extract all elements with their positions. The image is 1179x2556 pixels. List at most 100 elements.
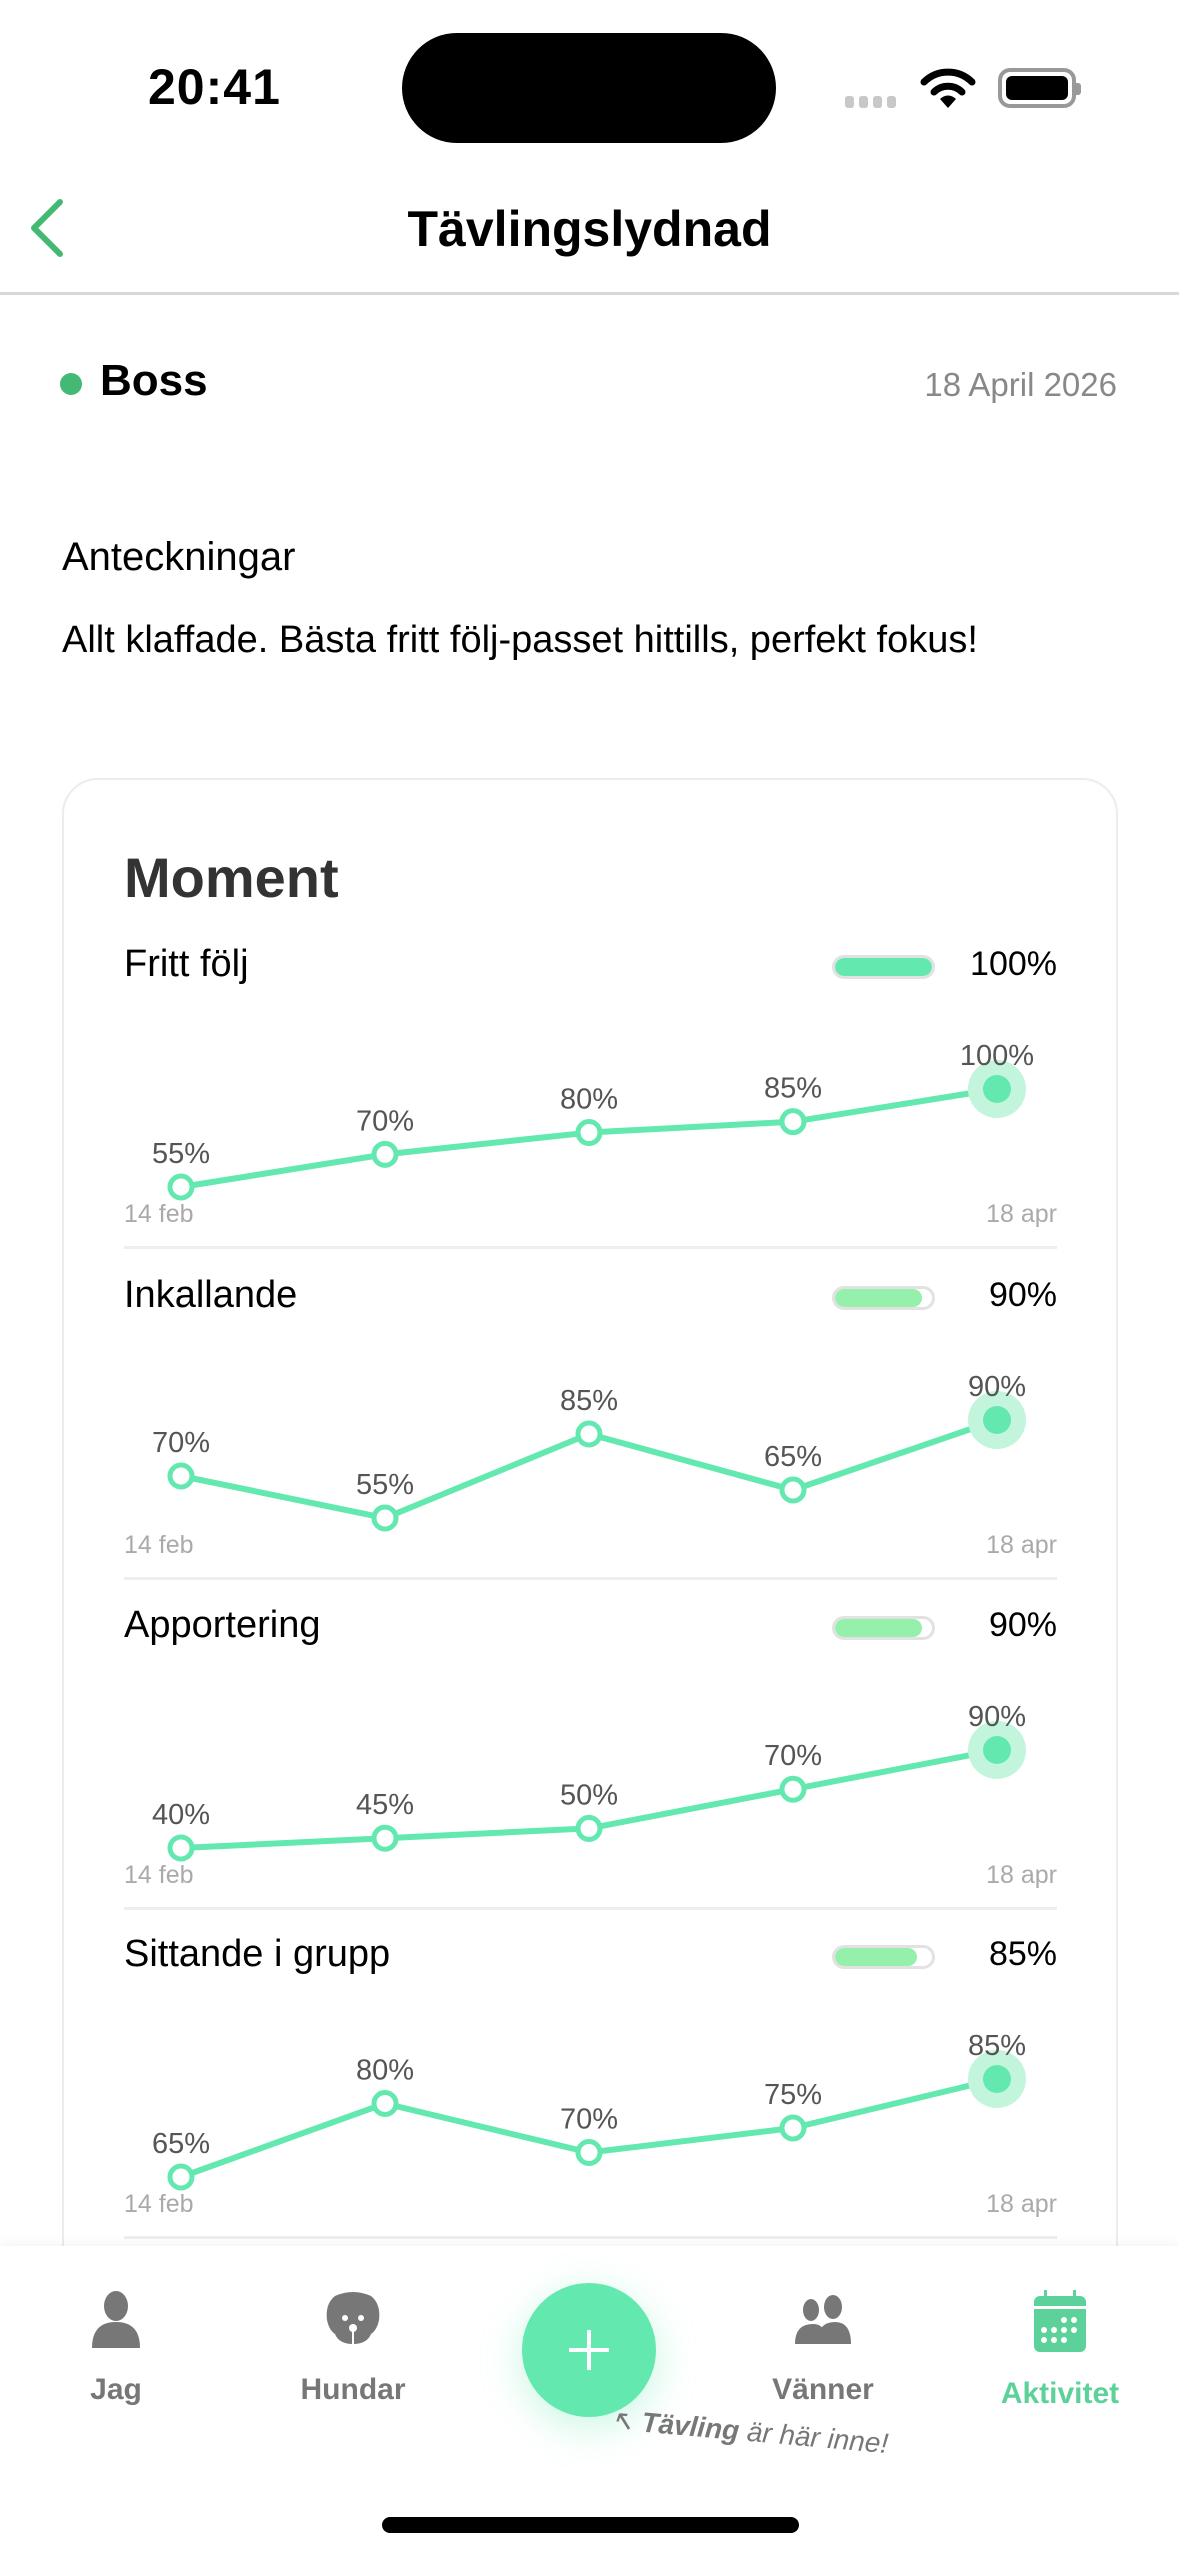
moment-label: Inkallande [124, 1274, 298, 1316]
data-point [575, 2139, 603, 2166]
progress-bar [832, 1616, 935, 1640]
data-label: 80% [356, 2055, 414, 2087]
data-label: 80% [560, 1084, 618, 1116]
cellular-signal-icon [845, 96, 896, 108]
x-end-label: 18 apr [986, 1531, 1057, 1559]
x-start-label: 14 feb [124, 1531, 194, 1559]
moment-percent: 100% [970, 945, 1057, 983]
data-label: 85% [764, 1073, 822, 1105]
notes-text: Allt klaffade. Bästa fritt följ-passet h… [62, 619, 978, 661]
progress-fill [835, 1619, 923, 1637]
data-point [983, 1406, 1011, 1434]
section-divider [124, 1577, 1057, 1580]
moment-label: Apportering [124, 1604, 321, 1646]
dynamic-island [402, 33, 776, 143]
dog-color-dot [60, 373, 82, 395]
dog-icon [326, 2292, 380, 2344]
progress-fill [835, 1948, 918, 1966]
data-label: 70% [764, 1740, 822, 1772]
data-point [167, 1173, 195, 1201]
moment-chart: 40% 45% 50% 70% 90% 14 feb 18 apr [124, 1701, 1057, 1889]
status-time: 20:41 [148, 59, 281, 115]
wifi-icon [920, 68, 976, 108]
page-title: Tävlingslydnad [407, 201, 772, 257]
data-point [167, 2163, 195, 2191]
progress-bar [832, 1286, 935, 1310]
arrow-icon: ↖ [609, 2403, 636, 2437]
section-divider [124, 1907, 1057, 1910]
x-end-label: 18 apr [986, 1861, 1057, 1889]
data-label: 50% [560, 1779, 618, 1811]
data-label: 65% [764, 1441, 822, 1473]
data-label: 85% [968, 2030, 1026, 2062]
data-label: 90% [968, 1371, 1026, 1403]
data-point [371, 1504, 399, 1532]
x-end-label: 18 apr [986, 1200, 1057, 1228]
x-start-label: 14 feb [124, 1861, 194, 1889]
notes-heading: Anteckningar [62, 535, 296, 579]
nav-divider [0, 292, 1179, 295]
x-start-label: 14 feb [124, 1200, 194, 1228]
data-label: 45% [356, 1789, 414, 1821]
data-point [575, 1420, 603, 1448]
moment-chart: 55% 70% 80% 85% 100% 14 feb 18 apr [124, 1040, 1057, 1228]
data-point [371, 2090, 399, 2117]
dog-name: Boss [100, 356, 208, 405]
moment-chart: 70% 55% 85% 65% 90% 14 feb 18 apr [124, 1371, 1057, 1559]
data-point [779, 1108, 807, 1136]
data-point [779, 1775, 807, 1803]
data-point [779, 2114, 807, 2142]
data-point [983, 1075, 1011, 1103]
moment-percent: 85% [988, 1935, 1057, 1973]
data-point [983, 1736, 1011, 1764]
tab-hundar[interactable]: Hundar [253, 2290, 453, 2407]
data-label: 90% [968, 1701, 1026, 1733]
add-button[interactable] [522, 2283, 656, 2417]
data-point [983, 2065, 1011, 2093]
moment-label: Fritt följ [124, 943, 249, 985]
data-label: 65% [152, 2128, 210, 2160]
tab-label: Vänner [772, 2373, 874, 2406]
data-label: 70% [560, 2104, 618, 2136]
card-title: Moment [124, 846, 339, 909]
x-start-label: 14 feb [124, 2190, 194, 2218]
moment-percent: 90% [988, 1606, 1057, 1644]
data-label: 40% [152, 1799, 210, 1831]
data-point [371, 1140, 399, 1168]
progress-fill [835, 1289, 923, 1307]
calendar-icon [1034, 2290, 1086, 2352]
moment-label: Sittande i grupp [124, 1933, 391, 1975]
tab-label: Aktivitet [1000, 2377, 1120, 2410]
data-point [371, 1824, 399, 1852]
progress-bar [832, 1945, 935, 1969]
data-label: 70% [152, 1427, 210, 1459]
data-label: 85% [560, 1385, 618, 1417]
moment-chart: 65% 80% 70% 75% 85% 14 feb 18 apr [124, 2030, 1057, 2218]
data-label: 100% [960, 1040, 1034, 1072]
back-button[interactable] [22, 196, 70, 260]
tab-label: Hundar [300, 2373, 406, 2406]
data-label: 55% [356, 1469, 414, 1501]
home-indicator [382, 2517, 799, 2533]
data-point [167, 1834, 195, 1862]
data-point [575, 1119, 603, 1147]
data-label: 75% [764, 2079, 822, 2111]
tab-jag[interactable]: Jag [16, 2290, 216, 2407]
section-divider [124, 2236, 1057, 2239]
data-point [575, 1814, 603, 1842]
progress-fill [835, 958, 932, 976]
data-label: 70% [356, 1105, 414, 1137]
tab-label: Jag [90, 2373, 142, 2406]
data-point [779, 1476, 807, 1504]
tab-vanner[interactable]: Vänner [723, 2290, 923, 2407]
progress-bar [832, 955, 935, 979]
plus-icon [569, 2330, 609, 2370]
person-icon [92, 2291, 140, 2348]
session-date: 18 April 2026 [924, 366, 1117, 403]
moment-percent: 90% [988, 1276, 1057, 1314]
data-label: 55% [152, 1138, 210, 1170]
x-end-label: 18 apr [986, 2190, 1057, 2218]
tab-aktivitet[interactable]: Aktivitet [960, 2290, 1160, 2411]
friends-icon [795, 2295, 851, 2344]
data-point [167, 1462, 195, 1490]
